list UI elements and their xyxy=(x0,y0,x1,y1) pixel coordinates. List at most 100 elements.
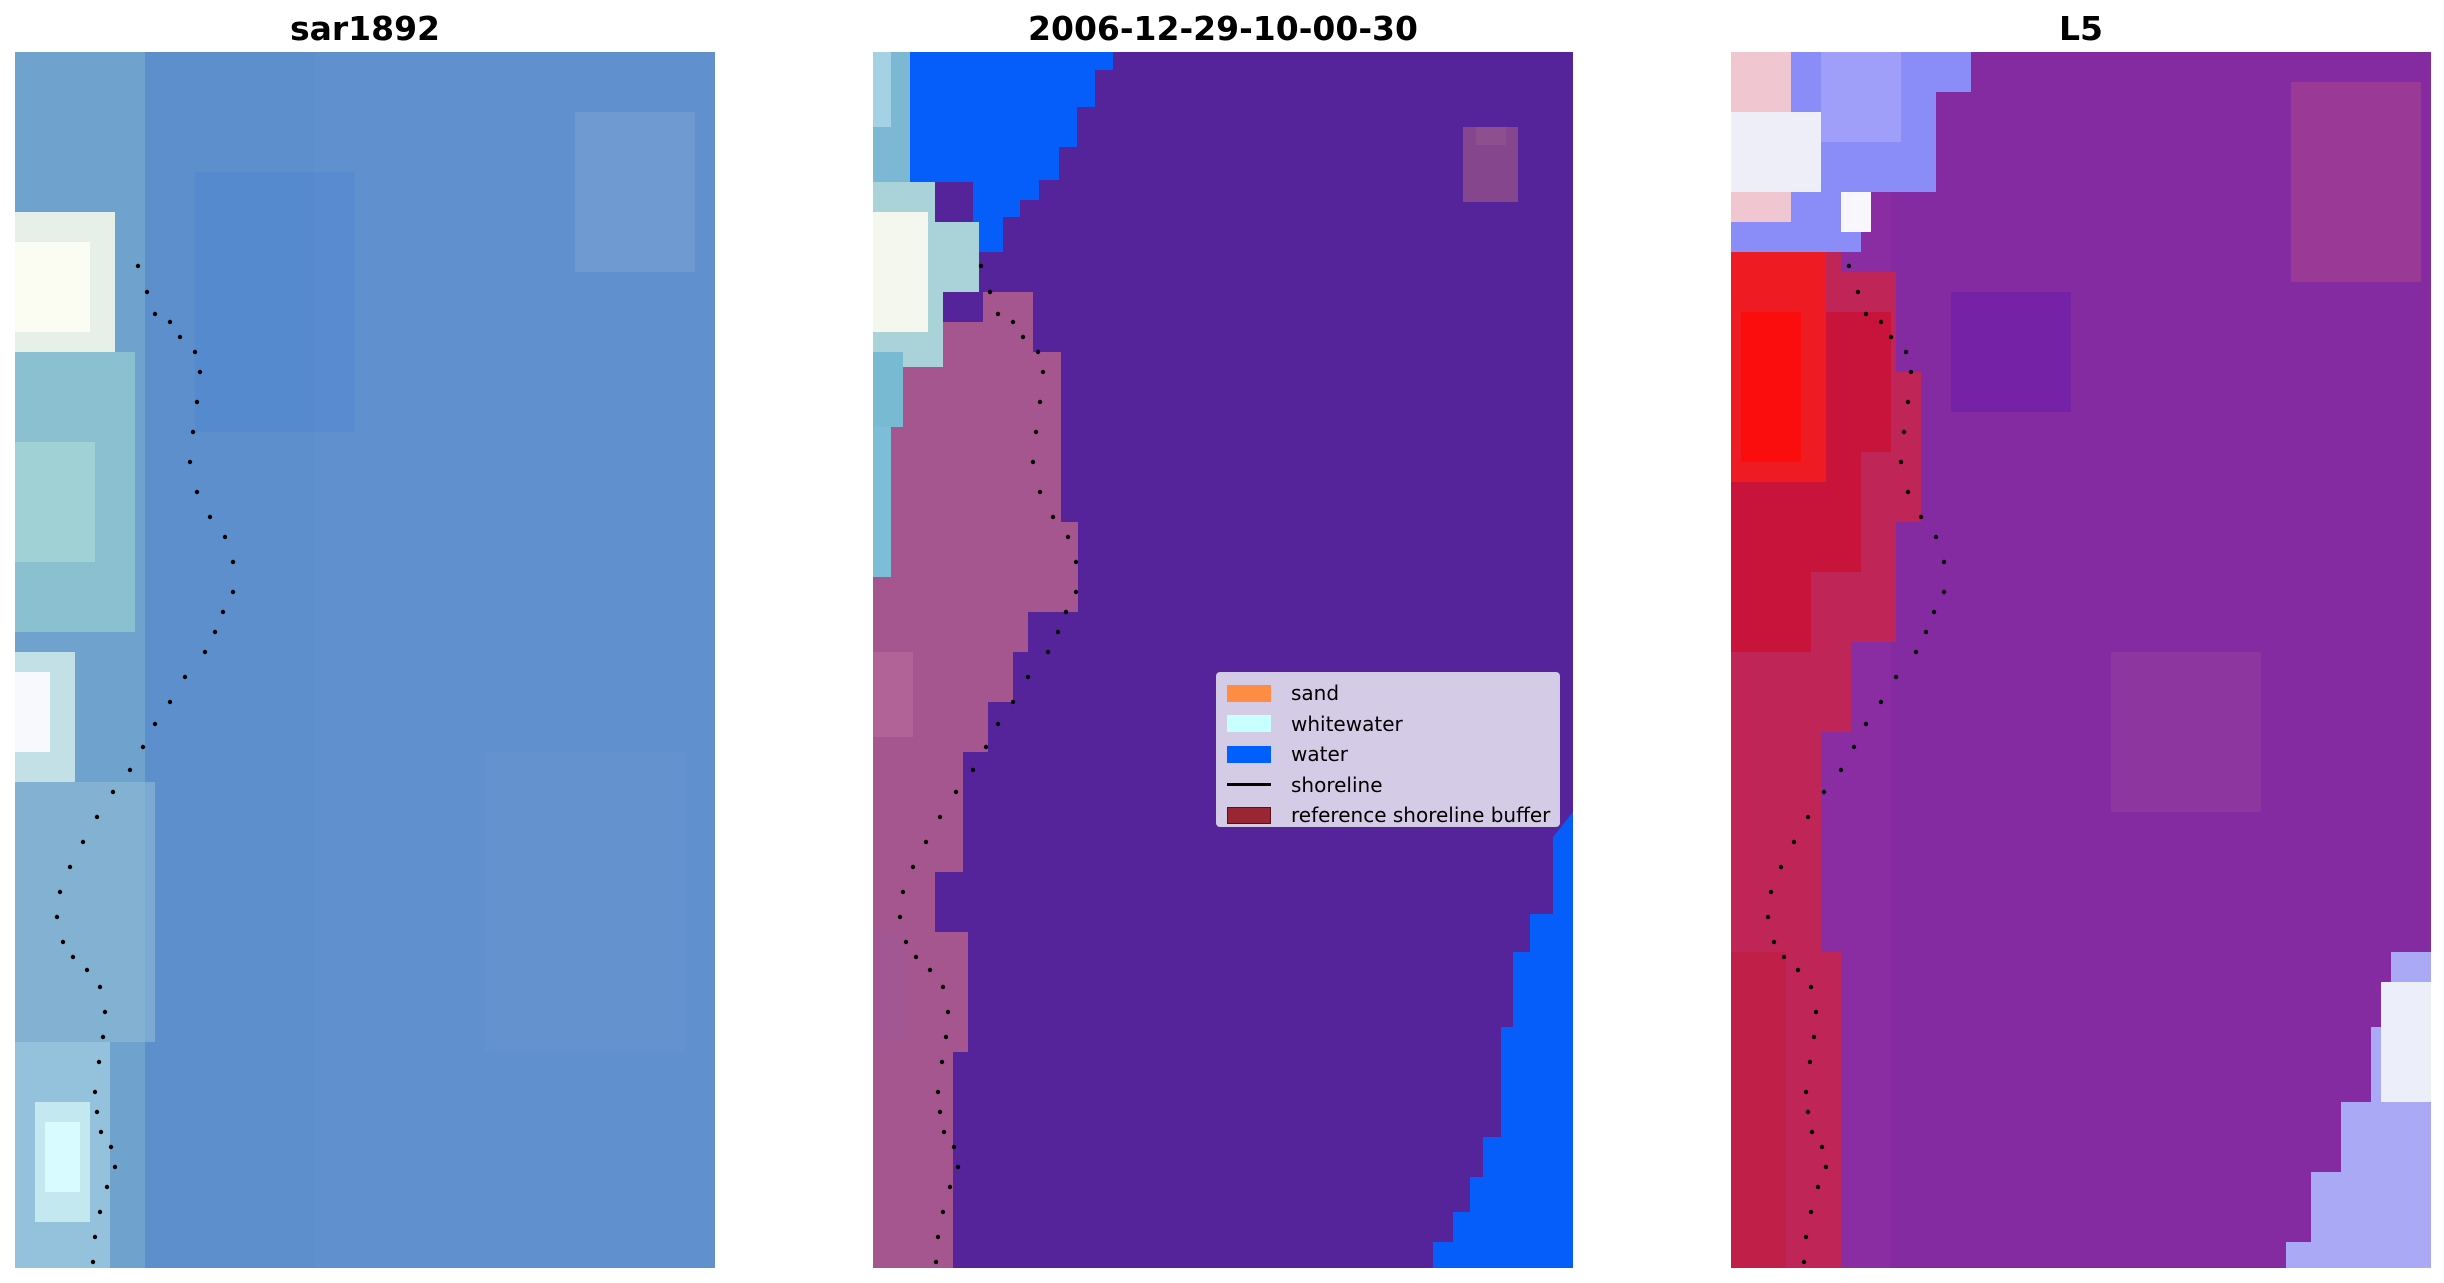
water-region-bottom xyxy=(1433,812,1573,1268)
shoreline-point xyxy=(1010,319,1016,325)
shoreline-point xyxy=(144,289,150,295)
shoreline-point xyxy=(222,534,228,540)
shoreline-point xyxy=(1933,534,1939,540)
shoreline-point xyxy=(92,1089,98,1095)
legend-item-shoreline: shoreline xyxy=(1227,770,1549,801)
shoreline-point xyxy=(1073,559,1079,565)
shoreline-point xyxy=(1821,789,1827,795)
shoreline-point xyxy=(937,814,943,820)
legend-item-water: water xyxy=(1227,739,1549,770)
shoreline-point xyxy=(102,1009,108,1015)
shoreline-point xyxy=(933,1259,939,1265)
shoreline-point xyxy=(152,311,158,317)
shoreline-point xyxy=(90,1259,96,1265)
shoreline-point xyxy=(1795,967,1801,973)
shoreline-point xyxy=(951,1144,957,1150)
shoreline-point xyxy=(978,263,984,269)
shoreline-point xyxy=(943,1034,949,1040)
shoreline-point xyxy=(937,1109,943,1115)
shoreline-point xyxy=(1010,699,1016,705)
shoreline-point xyxy=(1813,1009,1819,1015)
shoreline-point xyxy=(60,939,66,945)
legend-label: water xyxy=(1291,742,1348,767)
shoreline-point xyxy=(1801,1259,1807,1265)
index-map xyxy=(1731,52,2431,1268)
shoreline-point xyxy=(1037,399,1043,405)
shoreline-point xyxy=(1768,889,1774,895)
shoreline-point xyxy=(104,1184,110,1190)
shoreline-point xyxy=(100,1034,106,1040)
shoreline-point xyxy=(1901,429,1907,435)
legend-label: shoreline xyxy=(1291,772,1383,797)
shoreline-point xyxy=(1878,319,1884,325)
shoreline-point xyxy=(913,954,919,960)
shoreline-point xyxy=(1805,1109,1811,1115)
shoreline-point xyxy=(970,767,976,773)
legend-line-shoreline xyxy=(1227,783,1271,787)
legend-label: reference shoreline buffer xyxy=(1291,803,1551,828)
sand-overlay xyxy=(873,292,1078,1268)
classified-image xyxy=(873,52,1573,1268)
shoreline-point xyxy=(94,1109,100,1115)
shoreline-point xyxy=(1893,674,1899,680)
shoreline-point xyxy=(1823,1164,1829,1170)
shoreline-point xyxy=(995,721,1001,727)
shoreline-dots xyxy=(54,263,236,1265)
legend-item-sand: sand xyxy=(1227,678,1549,709)
shoreline-point xyxy=(983,744,989,750)
shoreline-point xyxy=(98,1129,104,1135)
shoreline-point xyxy=(135,263,141,269)
shoreline-point xyxy=(187,459,193,465)
shoreline-point xyxy=(1918,514,1924,520)
legend: sand whitewater water shoreline referenc… xyxy=(1216,672,1560,827)
legend-label: sand xyxy=(1291,681,1340,706)
shoreline-point xyxy=(96,1059,102,1065)
shoreline-point xyxy=(1808,1209,1814,1215)
shoreline-point xyxy=(197,369,203,375)
shoreline-point xyxy=(1065,534,1071,540)
shoreline-point xyxy=(1898,459,1904,465)
index-map-panel xyxy=(1731,52,2431,1268)
shoreline-point xyxy=(110,789,116,795)
shoreline-point xyxy=(1878,699,1884,705)
shoreline-point xyxy=(1838,767,1844,773)
shoreline-point xyxy=(910,864,916,870)
shoreline-point xyxy=(1808,984,1814,990)
panel-title-classified: 2006-12-29-10-00-30 xyxy=(1028,9,1418,48)
shoreline-point xyxy=(1807,1059,1813,1065)
shoreline-point xyxy=(192,349,198,355)
shoreline-point xyxy=(167,699,173,705)
shoreline-point xyxy=(1941,589,1947,595)
shoreline-point xyxy=(1040,369,1046,375)
panel-title-rgb: sar1892 xyxy=(289,9,441,48)
shoreline-point xyxy=(1805,814,1811,820)
shoreline-point xyxy=(80,839,86,845)
shoreline-point xyxy=(97,1209,103,1215)
shoreline-point xyxy=(182,674,188,680)
shoreline-point xyxy=(1809,1129,1815,1135)
shoreline-point xyxy=(940,1209,946,1215)
shoreline-dots xyxy=(1765,263,1947,1265)
shoreline-point xyxy=(1903,349,1909,355)
shoreline-point xyxy=(92,1234,98,1240)
shoreline-point xyxy=(1073,589,1079,595)
shoreline-point xyxy=(84,967,90,973)
shoreline-point xyxy=(54,914,60,920)
shoreline-point xyxy=(57,889,63,895)
shoreline-point xyxy=(194,399,200,405)
shoreline-point xyxy=(1791,839,1797,845)
shoreline-point xyxy=(1781,954,1787,960)
shoreline-point xyxy=(70,954,76,960)
shoreline-point xyxy=(108,1144,114,1150)
legend-swatch-water xyxy=(1227,745,1271,763)
shoreline-point xyxy=(1778,864,1784,870)
shoreline-point xyxy=(1033,429,1039,435)
shoreline-point xyxy=(900,889,906,895)
panel-title-index: L5 xyxy=(2059,9,2103,48)
water-region-top xyxy=(910,52,1113,252)
legend-swatch-buffer xyxy=(1227,806,1271,824)
shoreline-point xyxy=(923,839,929,845)
shoreline-point xyxy=(220,609,226,615)
legend-swatch-whitewater xyxy=(1227,715,1271,733)
shoreline-point xyxy=(1941,559,1947,565)
